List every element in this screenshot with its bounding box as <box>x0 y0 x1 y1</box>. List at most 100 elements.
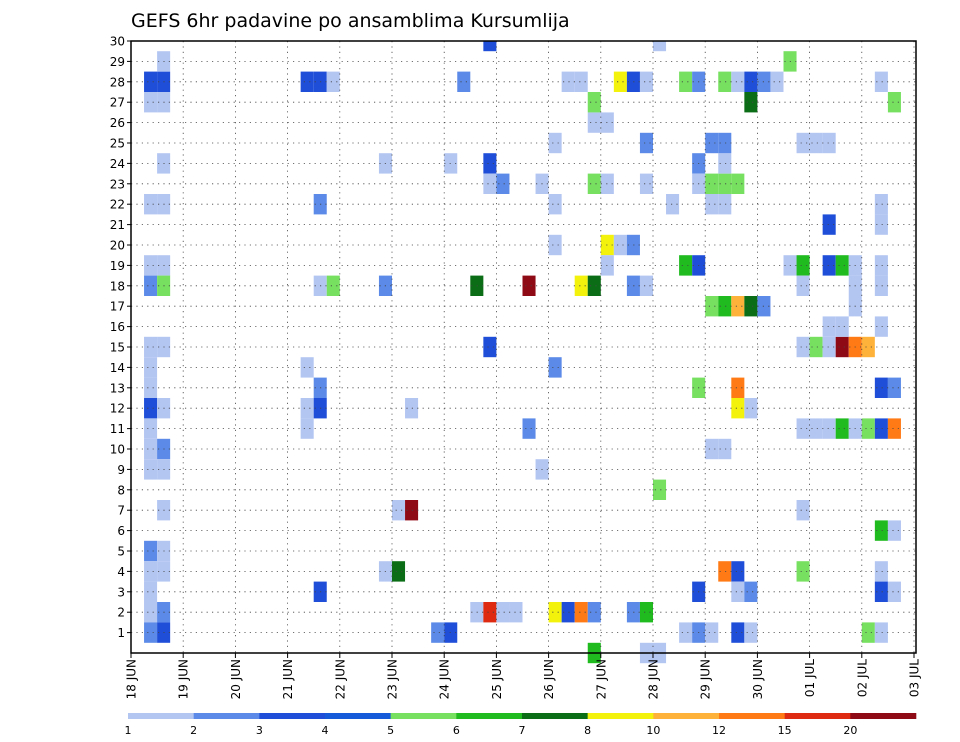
heatmap-cell <box>718 153 732 174</box>
heatmap-cell <box>874 255 888 276</box>
heatmap-cell <box>300 398 314 419</box>
heatmap-cell <box>874 561 888 582</box>
heatmap-cell <box>522 275 536 296</box>
y-tick-label: 4 <box>117 565 125 579</box>
legend-boundary-label: 7 <box>519 724 526 737</box>
heatmap-cell <box>796 336 810 358</box>
heatmap-cell <box>796 500 810 521</box>
x-tick-label: 01 JUL <box>803 659 817 697</box>
y-tick-label: 17 <box>110 300 125 314</box>
heatmap-cell <box>718 173 732 194</box>
heatmap-cell <box>887 377 901 398</box>
heatmap-cell <box>822 132 836 154</box>
heatmap-cell <box>835 316 849 337</box>
legend-color-swatch <box>325 713 391 719</box>
y-tick-label: 21 <box>110 218 125 232</box>
y-tick-label: 29 <box>110 55 125 69</box>
heatmap-cell <box>705 438 719 460</box>
legend-boundary-label: 8 <box>584 724 591 737</box>
heatmap-cell <box>861 622 875 643</box>
heatmap-cell <box>731 296 745 317</box>
heatmap-cell <box>796 132 810 154</box>
x-tick-label: 29 JUN <box>699 659 713 699</box>
y-tick-label: 11 <box>110 422 125 436</box>
heatmap-cell <box>718 438 732 460</box>
x-tick-label: 24 JUN <box>438 659 452 699</box>
heatmap-cell <box>731 561 745 582</box>
x-tick-label: 25 JUN <box>490 659 504 699</box>
y-tick-label: 24 <box>110 157 125 171</box>
y-tick-label: 5 <box>117 545 125 559</box>
heatmap-cell <box>744 581 758 602</box>
heatmap-cell <box>874 275 888 296</box>
legend-boundary-label: 4 <box>322 724 329 737</box>
heatmap-cell <box>639 275 653 296</box>
y-tick-label: 14 <box>110 361 125 375</box>
x-tick-label: 21 JUN <box>281 659 295 699</box>
heatmap-cell <box>457 71 471 92</box>
legend-color-swatch <box>390 713 457 719</box>
heatmap-cell <box>744 622 758 643</box>
legend-boundary-label: 6 <box>453 724 460 737</box>
y-tick-label: 2 <box>117 606 125 620</box>
heatmap-cell <box>744 71 758 92</box>
heatmap-cell <box>718 296 732 317</box>
heatmap-cell <box>144 602 158 623</box>
heatmap-cell <box>796 418 810 439</box>
heatmap-cell <box>679 622 693 643</box>
heatmap-cell <box>522 418 536 439</box>
heatmap-cell <box>574 275 588 296</box>
heatmap-cell <box>144 438 158 460</box>
y-tick-label: 3 <box>117 585 125 599</box>
grid-lines <box>131 40 916 653</box>
legend-color-swatch <box>587 713 654 719</box>
y-tick-label: 27 <box>110 96 125 110</box>
y-tick-label: 20 <box>110 239 125 253</box>
heatmap-cell <box>144 255 158 276</box>
heatmap-cell <box>639 132 653 154</box>
heatmap-cell <box>822 336 836 358</box>
heatmap-cell <box>770 71 784 92</box>
heatmap-cell <box>561 71 575 92</box>
y-tick-label: 18 <box>110 279 125 293</box>
y-tick-label: 16 <box>110 320 125 334</box>
heatmap-cell <box>874 520 888 541</box>
x-tick-label: 19 JUN <box>177 659 191 699</box>
chart-title: GEFS 6hr padavine po ansamblima Kursumli… <box>131 10 570 32</box>
heatmap-cell <box>613 234 627 256</box>
heatmap-cell <box>887 92 901 113</box>
legend-boundary-label: 2 <box>190 724 197 737</box>
heatmap-cell <box>639 173 653 194</box>
heatmap-cell <box>835 336 849 358</box>
heatmap-cell <box>861 336 875 358</box>
heatmap-cell <box>718 194 732 215</box>
heatmap-cell <box>144 459 158 480</box>
heatmap-cell <box>326 275 340 296</box>
heatmap-cell <box>144 336 158 358</box>
heatmap-cell <box>705 194 719 215</box>
heatmap-cell <box>731 581 745 602</box>
heatmap-cell <box>874 194 888 215</box>
heatmap-cell <box>548 357 562 378</box>
x-tick-label: 22 JUN <box>333 659 347 699</box>
x-tick-label: 03 JUL <box>908 659 922 697</box>
heatmap-cell <box>744 92 758 113</box>
x-tick-label: 20 JUN <box>229 659 243 699</box>
heatmap-cell <box>679 71 693 92</box>
y-tick-label: 9 <box>117 463 125 477</box>
heatmap-cell <box>718 132 732 154</box>
heatmap-cell <box>874 377 888 398</box>
y-tick-label: 8 <box>117 483 125 497</box>
heatmap-cell <box>483 41 497 52</box>
x-tick-label: 30 JUN <box>751 659 765 699</box>
heatmap-cell <box>887 581 901 602</box>
heatmap-cell <box>405 398 419 419</box>
x-tick-label: 23 JUN <box>386 659 400 699</box>
heatmap-cell <box>144 92 158 113</box>
heatmap-cell <box>822 214 836 235</box>
heatmap-cell <box>718 71 732 92</box>
heatmap-cell <box>144 71 158 92</box>
heatmap-cell <box>731 173 745 194</box>
y-tick-label: 22 <box>110 198 125 212</box>
